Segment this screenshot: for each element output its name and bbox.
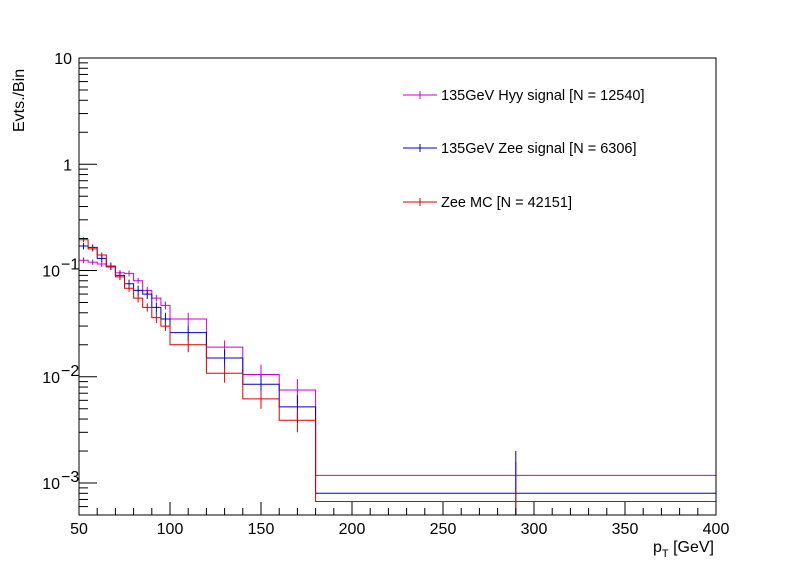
legend-entry: 135GeV Zee signal [N = 6306] <box>403 141 636 157</box>
y-tick-exponent: −1 <box>61 257 79 274</box>
series-layer <box>79 237 716 515</box>
plot-frame <box>78 57 717 516</box>
y-tick-label: 10 <box>42 370 60 387</box>
legend: 135GeV Hyy signal [N = 12540] 135GeV Zee … <box>403 88 645 211</box>
x-tick-label: 200 <box>339 521 366 538</box>
axis-labels: Evts./Bin pT [GeV] <box>11 69 714 560</box>
x-tick-label: 300 <box>521 521 548 538</box>
y-tick-label: 10 <box>54 51 72 68</box>
x-tick-label: 50 <box>70 521 88 538</box>
x-axis-title-subscript: T <box>662 548 669 560</box>
y-tick-label: 10 <box>42 264 60 281</box>
legend-label: 135GeV Hyy signal [N = 12540] <box>441 88 645 104</box>
x-axis-title-main: p <box>653 539 662 556</box>
legend-entry: Zee MC [N = 42151] <box>403 195 572 211</box>
y-axis-title: Evts./Bin <box>11 69 28 132</box>
x-tick-label: 100 <box>157 521 184 538</box>
series-2 <box>79 237 716 515</box>
x-axis-title: pT [GeV] <box>653 539 714 560</box>
x-tick-label: 350 <box>612 521 639 538</box>
x-tick-label: 400 <box>703 521 730 538</box>
y-tick-label: 10 <box>42 476 60 493</box>
y-tick-exponent: −3 <box>61 469 79 486</box>
legend-label: Zee MC [N = 42151] <box>441 195 572 211</box>
legend-entry: 135GeV Hyy signal [N = 12540] <box>403 88 645 104</box>
x-tick-label: 150 <box>248 521 275 538</box>
y-tick-exponent: −2 <box>61 363 79 380</box>
y-tick-label: 1 <box>63 157 72 174</box>
x-axis-title-unit: [GeV] <box>669 539 714 556</box>
x-tick-label: 250 <box>430 521 457 538</box>
legend-label: 135GeV Zee signal [N = 6306] <box>441 141 636 157</box>
